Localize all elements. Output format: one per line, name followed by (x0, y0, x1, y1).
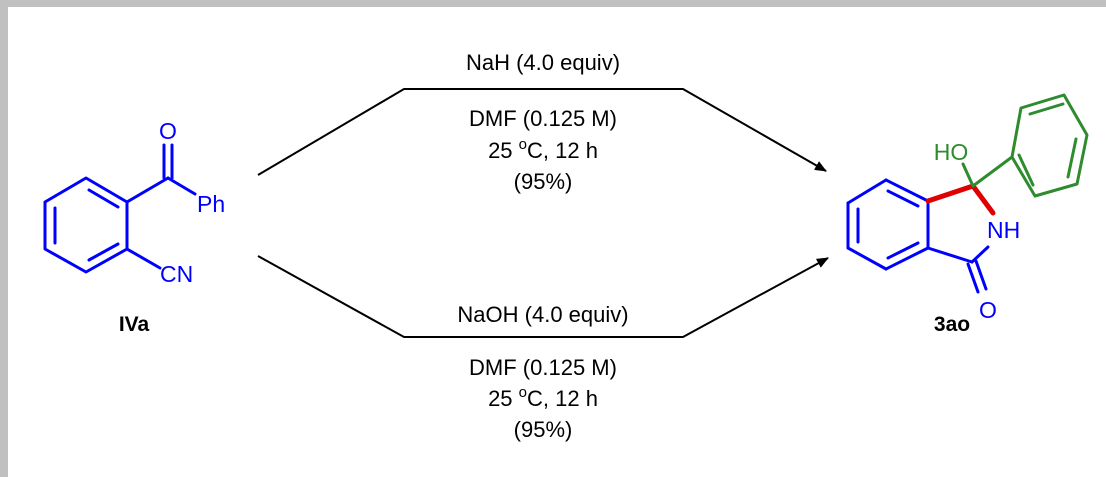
starting-material-structure (43, 143, 197, 274)
new-cn-bond (970, 183, 996, 216)
sm-phenyl-bond (166, 176, 197, 196)
sm-phenyl-label: Ph (197, 191, 225, 217)
product-label: 3ao (934, 313, 970, 336)
product-oxygen-label: O (979, 297, 997, 323)
top-yield: (95%) (514, 169, 573, 194)
product-structure (846, 93, 1089, 294)
product-carbonyl-bond (974, 259, 988, 291)
product-lactam-bond (926, 246, 974, 264)
bottom-solvent: DMF (0.125 M) (469, 355, 617, 380)
sm-benzene-ring (43, 176, 129, 274)
top-reagent: NaH (4.0 equiv) (466, 50, 620, 75)
sm-ketone-bond (125, 176, 170, 204)
bottom-yield: (95%) (514, 417, 573, 442)
product-aryl-bond (971, 155, 1014, 188)
frame-left-border (0, 0, 8, 477)
sm-nitrile-label: CN (160, 261, 193, 287)
bottom-temperature-time: 25 oC, 12 h (488, 384, 598, 411)
sm-nitrile-bond (125, 247, 162, 270)
top-temperature-time: 25 oC, 12 h (488, 136, 598, 163)
product-lactam-bond (970, 245, 990, 264)
frame-top-border (0, 0, 1106, 7)
sm-oxygen-label: O (159, 118, 177, 144)
top-reaction-arrow (257, 88, 827, 176)
top-solvent: DMF (0.125 M) (469, 106, 617, 131)
product-ring-bond (884, 178, 930, 203)
product-carbonyl-bond (966, 262, 980, 294)
product-phenyl-inner-bond (1066, 137, 1078, 179)
product-inner-bond (886, 189, 920, 208)
product-hydroxyl-bond (961, 162, 975, 188)
starting-material-label: IVa (119, 313, 150, 336)
bottom-reaction-arrow (257, 255, 829, 338)
product-ring-bond (846, 246, 888, 271)
bottom-reagent: NaOH (4.0 equiv) (457, 302, 628, 327)
sm-inner-bond (87, 188, 120, 209)
product-hydroxyl-label: HO (934, 139, 969, 165)
new-cc-bond (925, 183, 976, 204)
product-inner-bond (886, 241, 920, 260)
product-phenyl-inner-bond (1017, 153, 1035, 187)
product-nh-label: NH (987, 217, 1020, 243)
product-phenyl-inner-bond (1028, 102, 1065, 116)
product-ring-bond (884, 246, 930, 271)
product-phenyl-ring (1010, 93, 1089, 198)
product-ring-bond (846, 178, 888, 205)
sm-inner-bond (87, 242, 120, 262)
